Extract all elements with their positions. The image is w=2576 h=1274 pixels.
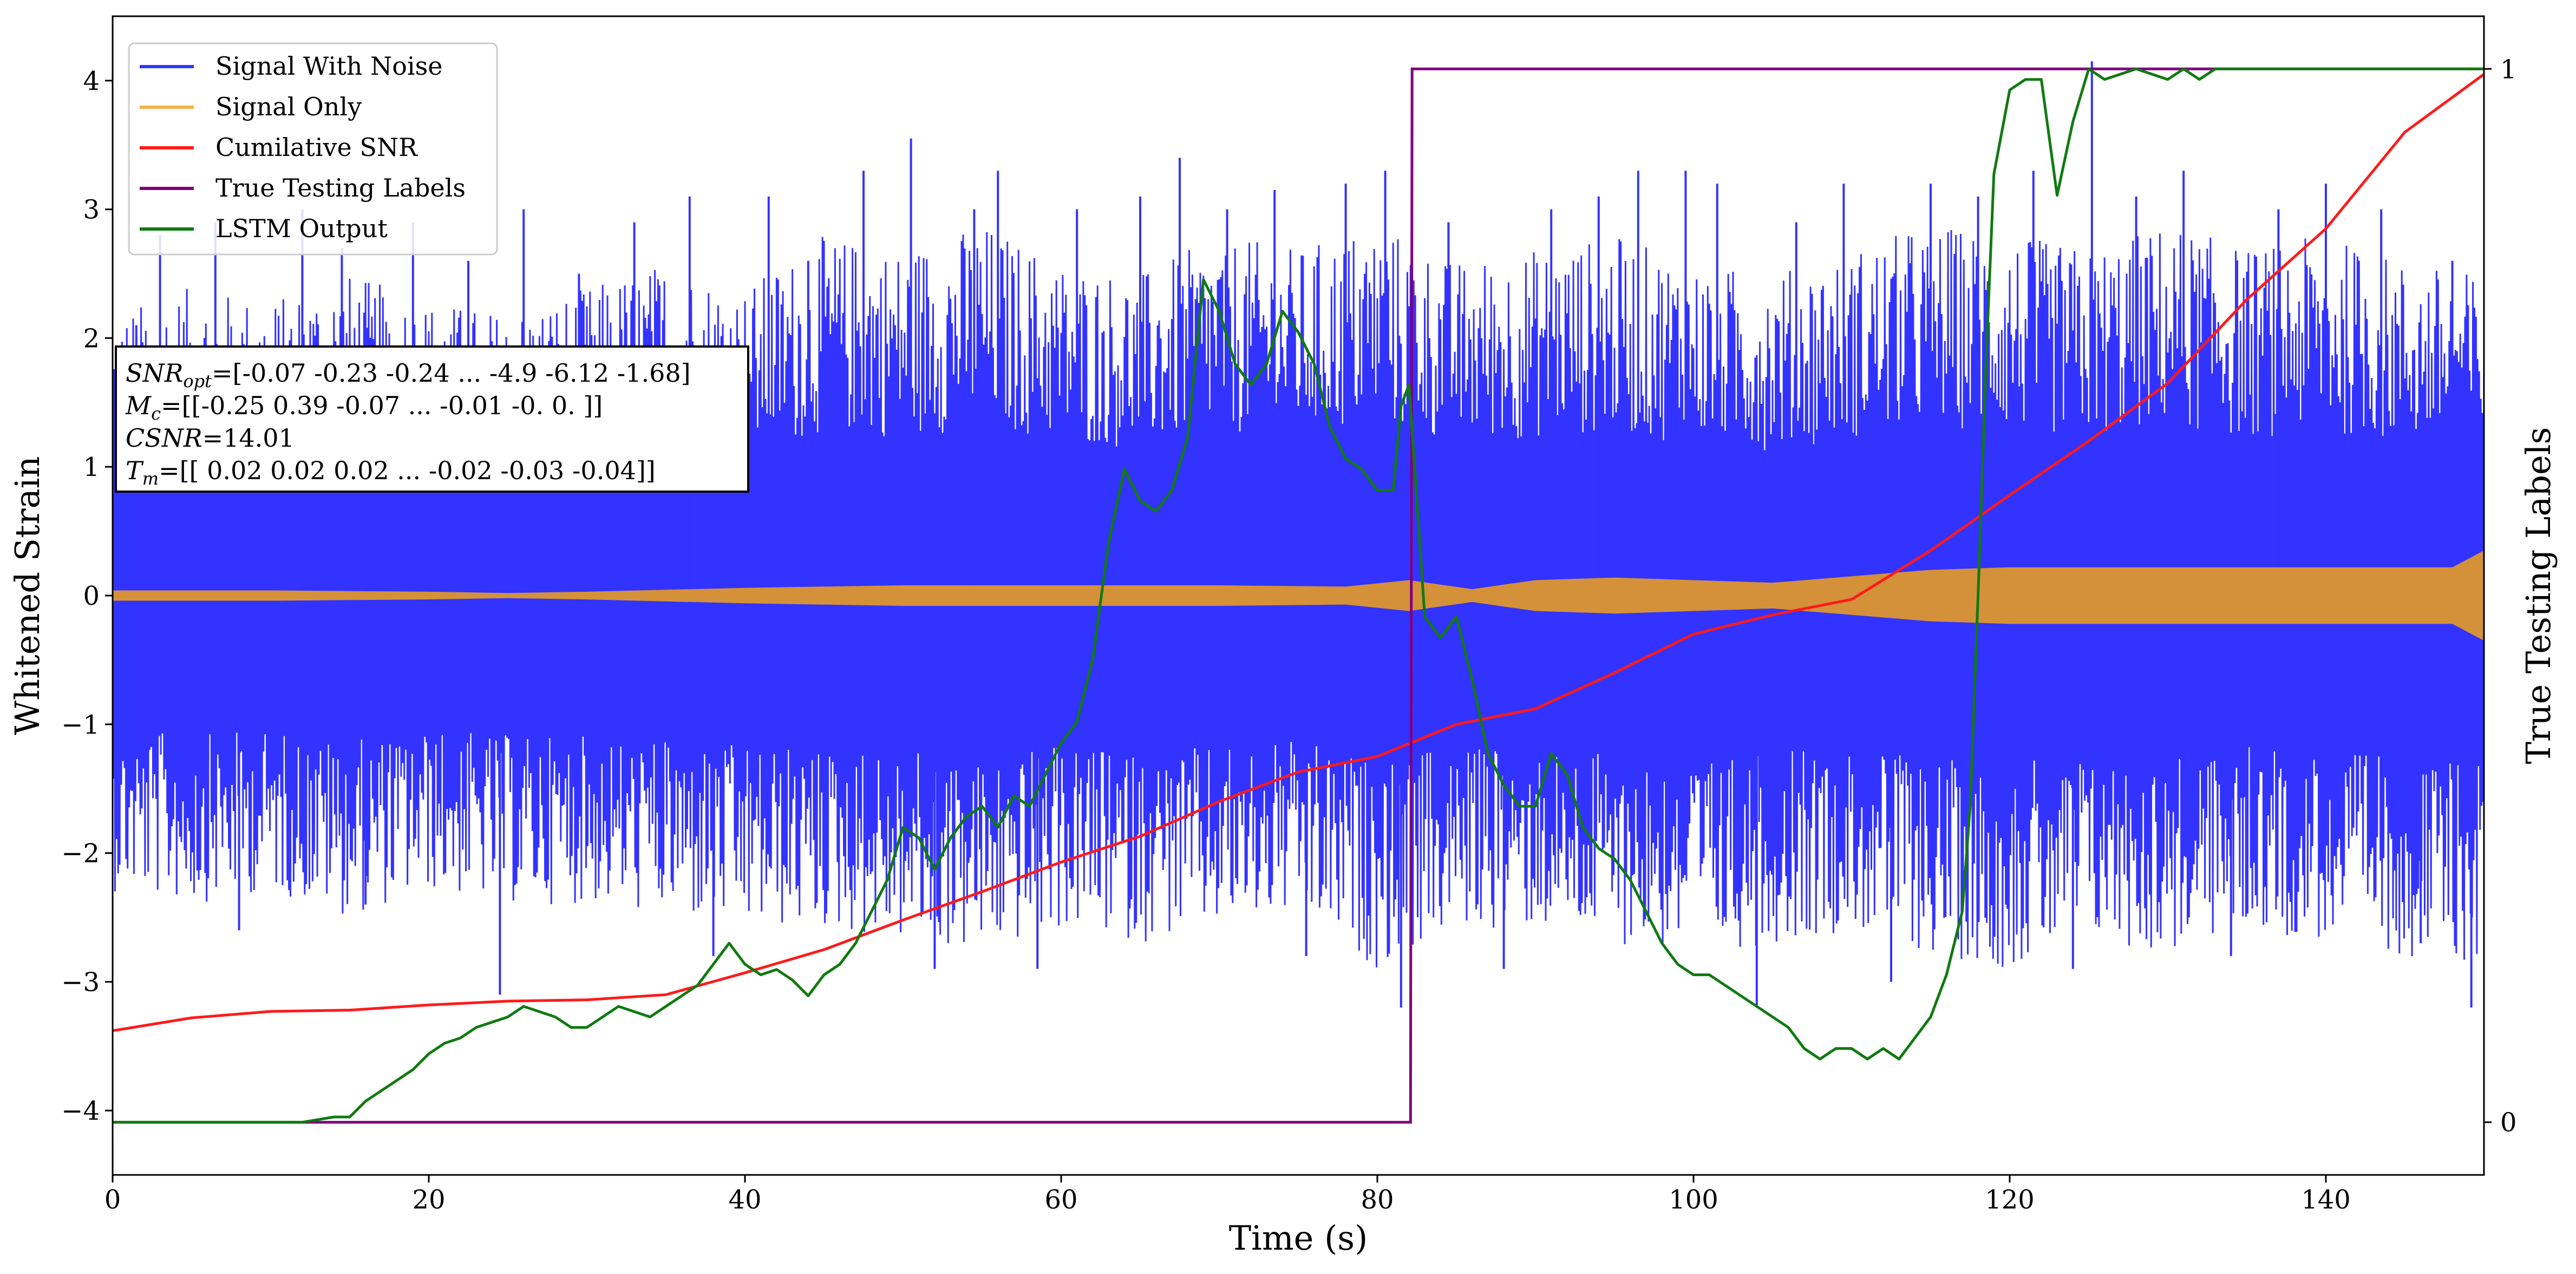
series-csnr-line	[113, 73, 2484, 1033]
y-tick-label-5: 1	[83, 452, 100, 482]
annotation-csnr-value: =14.01	[202, 423, 295, 453]
y-tick-label-1: −3	[61, 967, 100, 997]
annotation-csnr-symbol: CSNR	[126, 423, 202, 453]
annotation-tm-value: =[[ 0.02 0.02 0.02 ... -0.02 -0.03 -0.04…	[159, 456, 656, 485]
annotation-box: SNRopt=[-0.07 -0.23 -0.24 ... -4.9 -6.12…	[115, 345, 749, 493]
x-tick-label-140: 140	[2301, 1185, 2351, 1215]
legend-label-csnr: Cumilative SNR	[215, 133, 418, 162]
x-tick-label-40: 40	[728, 1185, 761, 1215]
y-tick-label-8: 4	[83, 66, 100, 96]
legend-label-lstm: LSTM Output	[215, 214, 388, 243]
annotation-snr-value: =[-0.07 -0.23 -0.24 ... -4.9 -6.12 -1.68…	[212, 358, 691, 388]
legend-label-noise: Signal With Noise	[215, 51, 442, 81]
x-tick-label-120: 120	[1985, 1185, 2035, 1215]
x-tick-label-60: 60	[1044, 1185, 1077, 1215]
x-tick-label-100: 100	[1669, 1185, 1718, 1215]
y-axis-label: Whitened Strain	[8, 456, 47, 735]
annotation-line-tm: Tm=[[ 0.02 0.02 0.02 ... -0.02 -0.03 -0.…	[126, 456, 656, 489]
annotation-snr-subscript: opt	[183, 371, 212, 391]
y-tick-label-6: 2	[83, 323, 100, 354]
annotation-mc-symbol: M	[125, 391, 152, 420]
annotation-snr-symbol: SNR	[126, 358, 183, 388]
legend: Signal With Noise Signal Only Cumilative…	[128, 42, 498, 256]
y-tick-label-3: −1	[61, 710, 100, 740]
x-axis-label: Time (s)	[1229, 1218, 1368, 1258]
annotation-line-mc: Mc=[[-0.25 0.39 -0.07 ... -0.01 -0. 0. ]…	[125, 391, 603, 424]
y-tick-label-4: 0	[83, 581, 100, 611]
annotation-line-snr: SNRopt=[-0.07 -0.23 -0.24 ... -4.9 -6.12…	[126, 358, 691, 391]
y-right-tick-label-1: 1	[2500, 54, 2517, 84]
annotation-line-csnr: CSNR=14.01	[126, 423, 295, 453]
series-signal-band	[113, 550, 2484, 641]
series-labels-line	[113, 67, 2484, 1124]
x-tick-label-0: 0	[104, 1185, 121, 1215]
annotation-mc-subscript: c	[151, 403, 161, 424]
y-axis-right-label: True Testing Labels	[2519, 427, 2558, 765]
x-tick-label-80: 80	[1361, 1185, 1394, 1215]
legend-label-labels: True Testing Labels	[215, 173, 466, 202]
y-right-tick-label-0: 0	[2500, 1108, 2517, 1138]
legend-label-signal: Signal Only	[215, 92, 362, 121]
y-tick-label-2: −2	[61, 839, 100, 869]
annotation-tm-subscript: m	[142, 468, 159, 489]
x-tick-label-20: 20	[412, 1185, 445, 1215]
y-tick-label-7: 3	[83, 195, 100, 225]
plot-area	[113, 61, 2484, 1124]
annotation-mc-value: =[[-0.25 0.39 -0.07 ... -0.01 -0. 0. ]]	[161, 391, 603, 420]
annotation-tm-symbol: T	[126, 456, 144, 485]
y-tick-label-0: −4	[61, 1096, 100, 1126]
series-lstm-line	[113, 67, 2484, 1124]
legend-frame	[128, 42, 498, 256]
annotation-frame	[115, 345, 749, 493]
